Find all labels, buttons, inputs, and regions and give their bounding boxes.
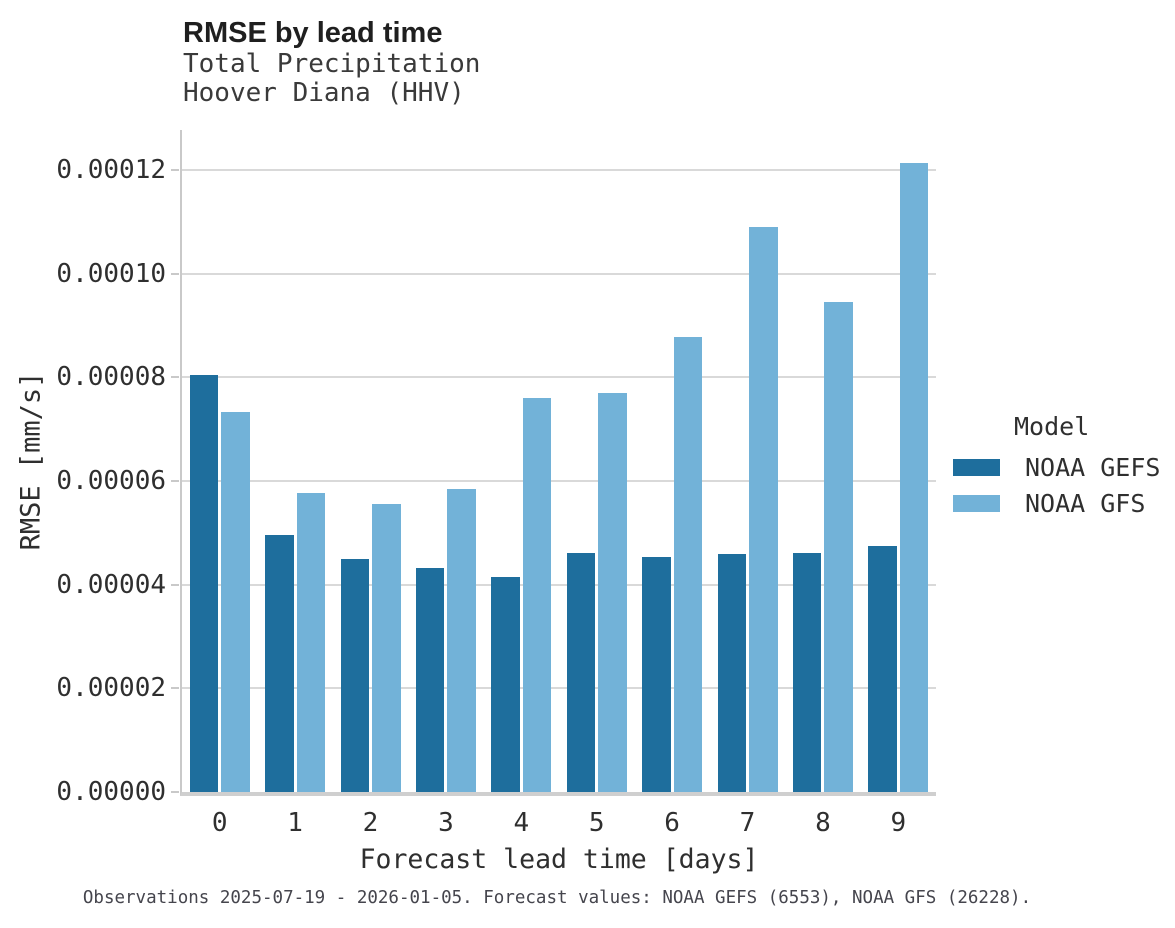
legend-items: NOAA GEFS NOAA GFS bbox=[953, 453, 1175, 518]
legend-swatch-noaa-gefs bbox=[953, 458, 1000, 476]
bar-noaa-gefs-day-3 bbox=[415, 568, 445, 792]
y-tick-label: 0.00006 bbox=[56, 465, 166, 496]
bar-noaa-gefs-day-8 bbox=[792, 553, 822, 792]
y-tick-label: 0.00000 bbox=[56, 777, 166, 807]
bar-noaa-gfs-day-1 bbox=[296, 493, 326, 792]
gridline-y-0.00010 bbox=[182, 272, 936, 275]
bar-noaa-gefs-day-2 bbox=[340, 558, 369, 792]
bar-noaa-gfs-day-9 bbox=[899, 163, 929, 792]
bar-noaa-gfs-day-6 bbox=[673, 337, 703, 792]
legend-title: Model bbox=[1014, 412, 1090, 441]
bar-noaa-gefs-day-7 bbox=[717, 554, 746, 792]
bar-noaa-gfs-day-8 bbox=[824, 301, 853, 792]
bar-noaa-gefs-day-1 bbox=[265, 535, 294, 792]
x-tick-label-9: 9 bbox=[890, 808, 907, 838]
gridline-y-0.00006 bbox=[182, 479, 936, 482]
y-tick-mark bbox=[171, 791, 179, 793]
x-tick-label-7: 7 bbox=[739, 808, 756, 838]
bar-noaa-gfs-day-0 bbox=[221, 411, 250, 792]
y-tick-mark bbox=[171, 272, 179, 275]
plot-area: 0.00000 0.00002 0.00004 0.00006 0.00008 0.000… bbox=[56, 130, 936, 838]
legend-swatch-noaa-gfs bbox=[953, 494, 1000, 512]
legend-item-noaa-gefs: NOAA GEFS bbox=[953, 453, 1175, 482]
y-tick-label: 0.00012 bbox=[56, 154, 166, 185]
caption-text: Observations 2025-07-19 - 2026-01-05. Fo… bbox=[82, 888, 1032, 908]
bar-noaa-gefs-day-5 bbox=[566, 552, 596, 792]
y-tick-mark bbox=[171, 687, 179, 690]
x-tick-label-5: 5 bbox=[588, 808, 605, 838]
chart-subtitle-station: Hoover Diana (HHV) bbox=[183, 78, 465, 108]
bar-noaa-gefs-day-0 bbox=[189, 375, 219, 792]
y-tick-label: 0.00002 bbox=[56, 673, 166, 704]
bar-noaa-gfs-day-5 bbox=[598, 392, 627, 792]
gridline-y-0.00012 bbox=[182, 168, 936, 171]
gridline-y-0.00004 bbox=[182, 583, 936, 586]
x-tick-label-3: 3 bbox=[438, 808, 454, 838]
legend-label: NOAA GFS bbox=[1025, 488, 1146, 518]
chart-title: RMSE by lead time bbox=[183, 17, 443, 49]
bar-noaa-gfs-day-7 bbox=[749, 226, 778, 792]
x-axis-label: Forecast lead time [days] bbox=[359, 844, 759, 875]
legend-item-noaa-gfs: NOAA GFS bbox=[953, 489, 1175, 518]
x-tick-label-4: 4 bbox=[513, 808, 530, 838]
y-axis-label: RMSE [mm/s] bbox=[15, 371, 47, 551]
x-tick-label-2: 2 bbox=[362, 808, 379, 838]
gridline-y-0.00008 bbox=[182, 376, 936, 379]
x-tick-label-1: 1 bbox=[287, 808, 303, 838]
bar-noaa-gefs-day-9 bbox=[868, 545, 897, 792]
x-tick-label-8: 8 bbox=[815, 808, 831, 838]
y-tick-label: 0.00008 bbox=[56, 362, 166, 393]
x-tick-label-6: 6 bbox=[664, 808, 680, 838]
legend: Model NOAA GEFS NOAA GFS bbox=[953, 412, 1175, 518]
y-tick-label: 0.00004 bbox=[56, 569, 166, 600]
chart-subtitle-variable: Total Precipitation bbox=[183, 49, 481, 79]
legend-label: NOAA GEFS bbox=[1025, 452, 1161, 482]
bar-noaa-gfs-day-4 bbox=[522, 398, 552, 792]
x-tick-label-0: 0 bbox=[211, 808, 228, 838]
bar-noaa-gefs-day-6 bbox=[642, 557, 671, 792]
y-tick-mark bbox=[171, 583, 179, 586]
y-tick-mark bbox=[171, 376, 179, 379]
gridline-y-0.00002 bbox=[182, 687, 936, 690]
bar-noaa-gfs-day-2 bbox=[372, 504, 401, 792]
bar-noaa-gfs-day-3 bbox=[447, 489, 476, 792]
y-tick-mark bbox=[171, 479, 179, 482]
bar-noaa-gefs-day-4 bbox=[491, 576, 520, 792]
y-tick-mark bbox=[171, 168, 179, 171]
y-tick-label: 0.00010 bbox=[56, 258, 166, 289]
